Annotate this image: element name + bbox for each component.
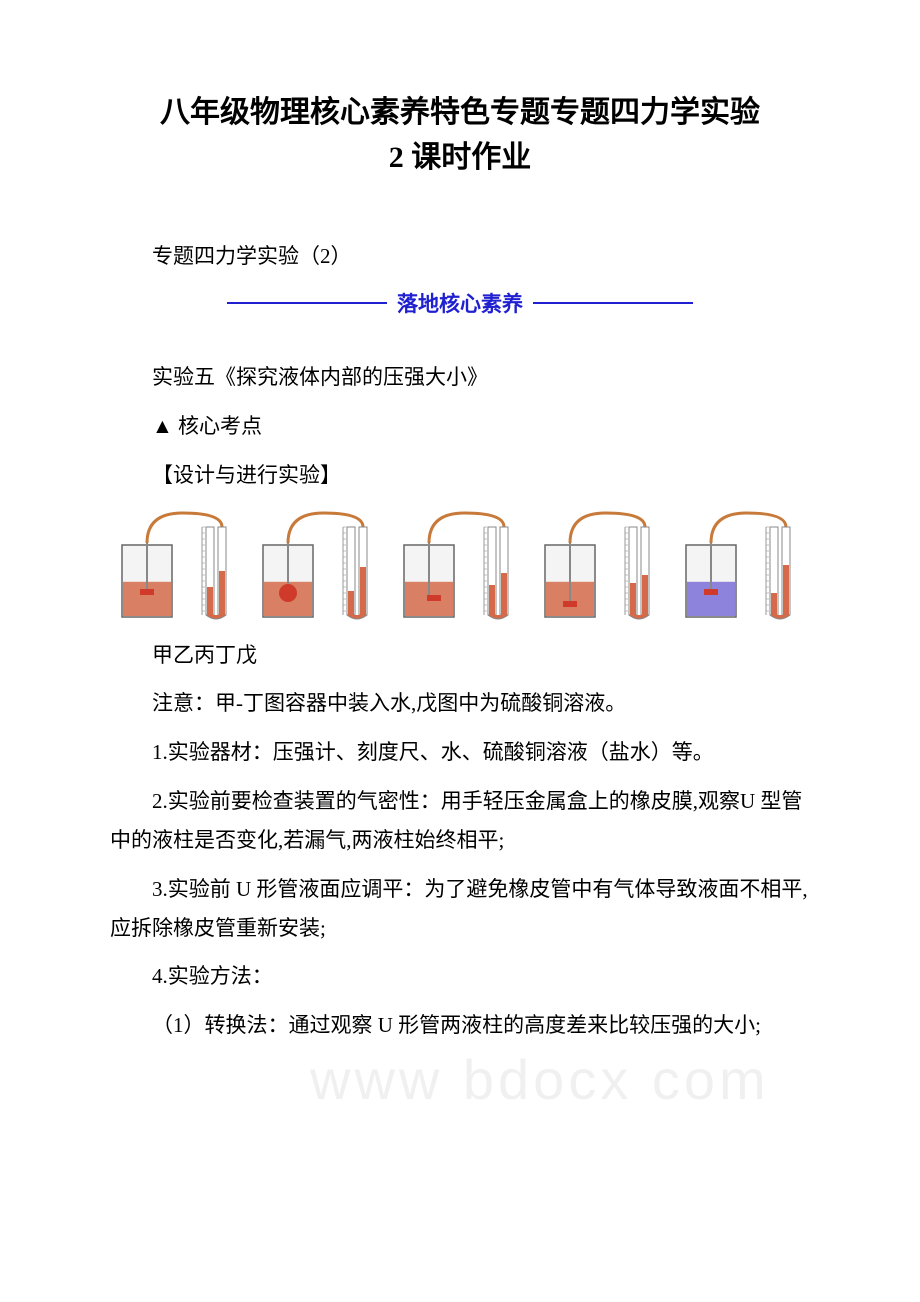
apparatus-figure-2 (255, 507, 383, 625)
item-3: 3.实验前 U 形管液面应调平：为了避免橡皮管中有气体导致液面不相平,应拆除橡皮… (110, 870, 810, 948)
divider-line-left (227, 302, 387, 304)
apparatus-figure-5 (678, 507, 806, 625)
apparatus-figure-1 (114, 507, 242, 625)
title-line1: 八年级物理核心素养特色专题专题四力学实验 (110, 90, 810, 135)
subtitle: 专题四力学实验（2） (110, 240, 810, 270)
experiment-heading: 实验五《探究液体内部的压强大小》 (110, 358, 810, 397)
figure-row (110, 507, 810, 630)
item-1: 1.实验器材：压强计、刻度尺、水、硫酸铜溶液（盐水）等。 (110, 733, 810, 772)
core-points-heading: ▲ 核心考点 (110, 407, 810, 446)
item-2: 2.实验前要检查装置的气密性：用手轻压金属盒上的橡皮膜,观察U 型管中的液柱是否… (110, 782, 810, 860)
item-4: 4.实验方法： (110, 957, 810, 996)
divider-label: 落地核心素养 (397, 288, 523, 318)
design-heading: 【设计与进行实验】 (110, 456, 810, 495)
divider-line-right (533, 302, 693, 304)
figure-note: 注意：甲-丁图容器中装入水,戊图中为硫酸铜溶液。 (110, 684, 810, 723)
figure-caption: 甲乙丙丁戊 (110, 636, 810, 675)
item-5: （1）转换法：通过观察 U 形管两液柱的高度差来比较压强的大小; (110, 1006, 810, 1045)
apparatus-figure-4 (537, 507, 665, 625)
title-line2: 2 课时作业 (110, 135, 810, 180)
watermark-text: www bdocx com (310, 1047, 770, 1112)
section-divider: 落地核心素养 (110, 288, 810, 318)
apparatus-figure-3 (396, 507, 524, 625)
